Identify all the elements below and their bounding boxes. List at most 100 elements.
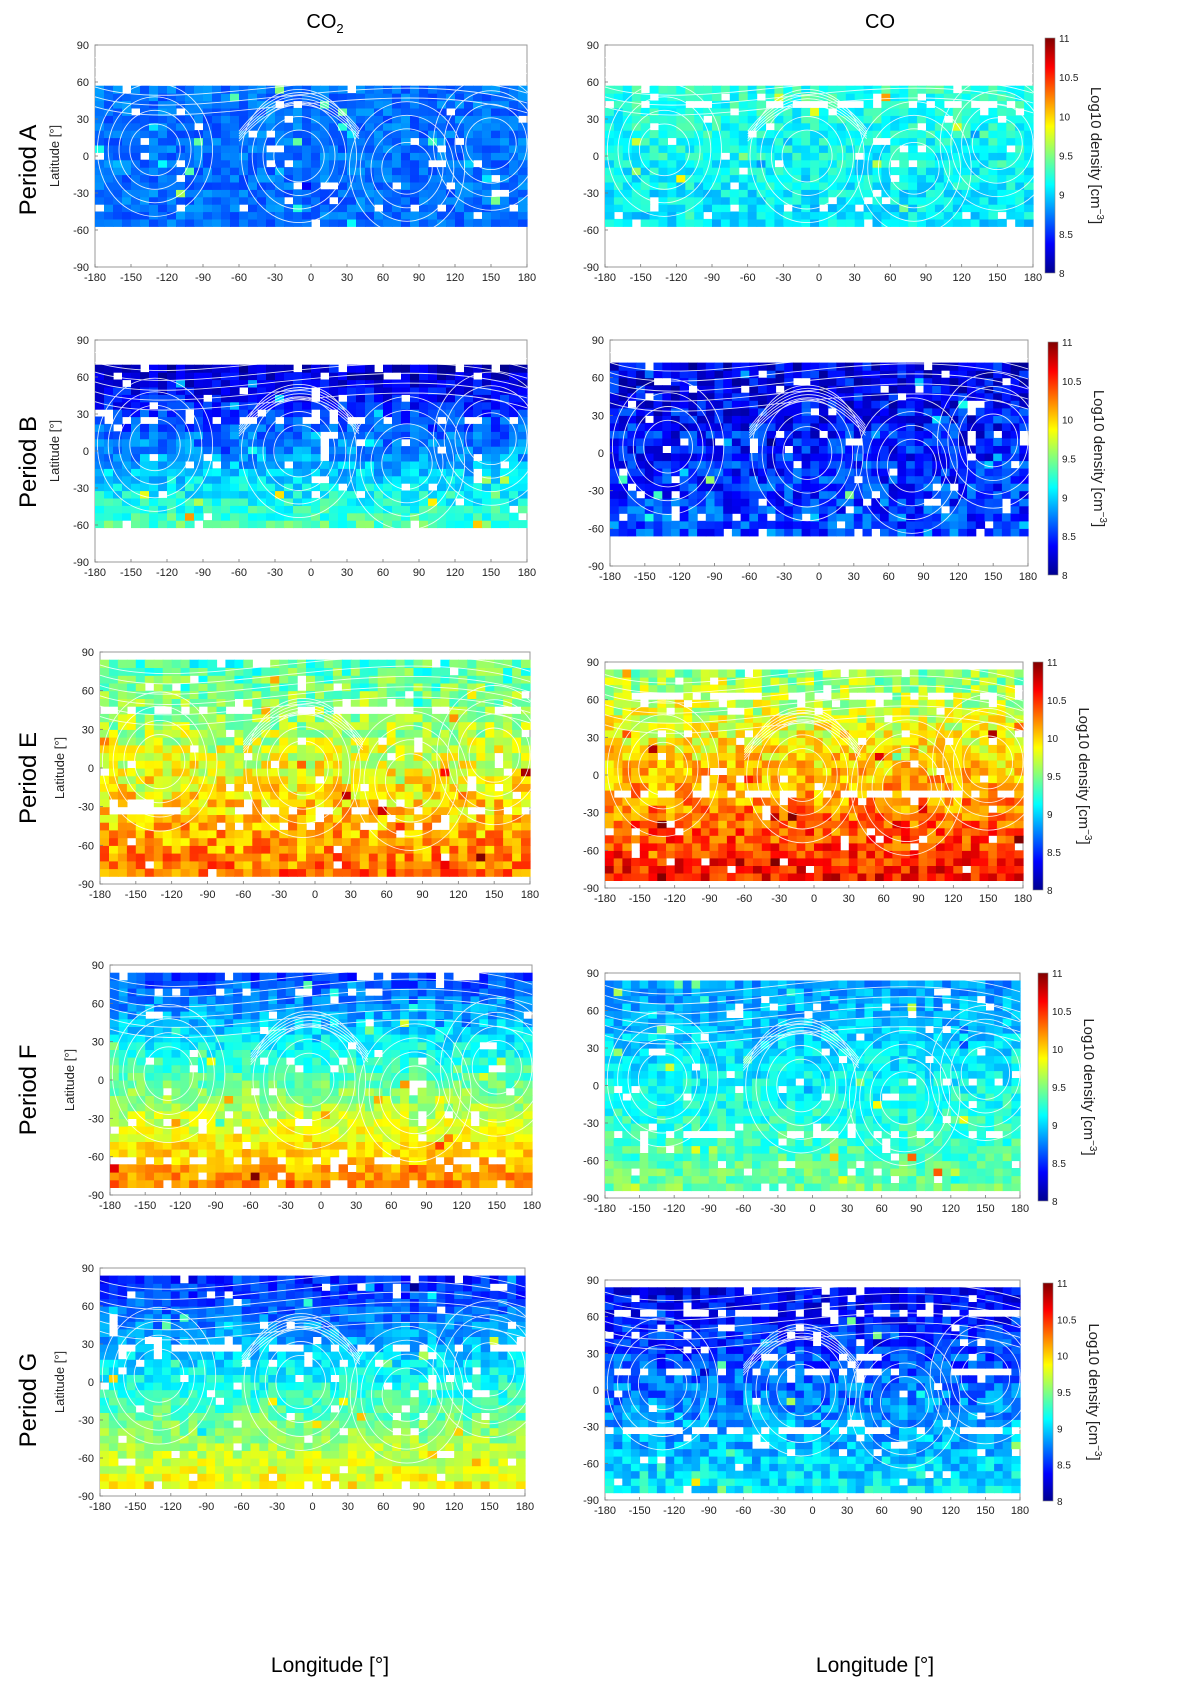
heatmap-cell — [828, 430, 837, 438]
heatmap-cell — [758, 363, 767, 371]
heatmap-cell — [1015, 212, 1024, 220]
heatmap-cell — [935, 167, 945, 175]
heatmap-cell — [248, 498, 258, 506]
heatmap-cell — [645, 453, 654, 461]
heatmap-cell — [732, 363, 741, 371]
y-tick-label: -30 — [73, 483, 89, 495]
heatmap-cell — [697, 370, 706, 378]
heatmap-cell — [715, 528, 724, 536]
heatmap-cell — [819, 528, 828, 536]
heatmap-cell — [688, 521, 697, 529]
heatmap-cell — [401, 446, 411, 454]
heatmap-cell — [158, 394, 168, 402]
heatmap-cell — [906, 468, 915, 476]
heatmap-cell — [715, 513, 724, 521]
heatmap-cell — [732, 506, 741, 514]
heatmap-cell — [266, 424, 276, 432]
heatmap-cell — [521, 861, 531, 869]
heatmap-cell — [208, 845, 218, 853]
heatmap-cell — [723, 461, 732, 469]
heatmap-cell — [897, 438, 906, 446]
heatmap-cell — [749, 513, 758, 521]
heatmap-cell — [890, 204, 900, 212]
heatmap-cell — [356, 138, 366, 146]
heatmap-cell — [971, 219, 981, 227]
heatmap-cell — [641, 167, 651, 175]
heatmap-cell — [941, 385, 950, 393]
heatmap-cell — [521, 753, 531, 761]
heatmap-cell — [329, 123, 339, 131]
heatmap-cell — [360, 869, 370, 877]
heatmap-cell — [1019, 513, 1028, 521]
heatmap-cell — [243, 814, 253, 822]
heatmap-cell — [971, 108, 981, 116]
heatmap-cell — [627, 446, 636, 454]
heatmap-cell — [500, 212, 510, 220]
heatmap-cell — [712, 182, 722, 190]
heatmap-cell — [521, 822, 531, 830]
heatmap-cell — [482, 402, 492, 410]
heatmap-cell — [455, 387, 465, 395]
heatmap-cell — [410, 417, 420, 425]
heatmap-cell — [387, 784, 397, 792]
heatmap-cell — [410, 93, 420, 101]
heatmap-cell — [623, 204, 633, 212]
heatmap-cell — [863, 446, 872, 454]
heatmap-cell — [104, 219, 114, 227]
heatmap-cell — [347, 505, 357, 513]
heatmap-cell — [766, 130, 776, 138]
heatmap-cell — [365, 417, 375, 425]
heatmap-cell — [521, 853, 531, 861]
heatmap-cell — [774, 212, 784, 220]
heatmap-cell — [1002, 483, 1011, 491]
heatmap-cell — [419, 182, 429, 190]
heatmap-cell — [333, 737, 343, 745]
heatmap-cell — [985, 370, 994, 378]
heatmap-cell — [145, 760, 155, 768]
heatmap-cell — [158, 189, 168, 197]
heatmap-cell — [997, 123, 1007, 131]
heatmap-cell — [721, 123, 731, 131]
heatmap-cell — [464, 491, 474, 499]
heatmap-cell — [212, 372, 222, 380]
heatmap-cell — [176, 439, 186, 447]
heatmap-cell — [185, 505, 195, 513]
x-tick-label: 90 — [917, 571, 929, 583]
heatmap-cell — [149, 204, 159, 212]
heatmap-cell — [723, 491, 732, 499]
heatmap-cell — [392, 409, 402, 417]
x-tick-label: -120 — [156, 567, 178, 579]
heatmap-cell — [378, 822, 388, 830]
heatmap-cell — [889, 385, 898, 393]
heatmap-cell — [650, 130, 660, 138]
heatmap-cell — [645, 408, 654, 416]
heatmap-cell — [623, 138, 633, 146]
x-tick-label: -120 — [665, 272, 687, 284]
heatmap-cell — [293, 372, 303, 380]
heatmap-cell — [917, 130, 927, 138]
heatmap-cell — [199, 853, 209, 861]
y-tick-label: -60 — [583, 225, 599, 237]
heatmap-cell — [293, 513, 303, 521]
heatmap-cell — [749, 483, 758, 491]
heatmap-cell — [100, 814, 110, 822]
heatmap-cell — [944, 93, 954, 101]
heatmap-cell — [122, 115, 132, 123]
heatmap-cell — [614, 197, 624, 205]
heatmap-cell — [500, 409, 510, 417]
y-tick-label: 30 — [587, 114, 599, 126]
heatmap-cell — [688, 370, 697, 378]
heatmap-cell — [757, 101, 767, 109]
heatmap-cell — [149, 476, 159, 484]
heatmap-cell — [721, 219, 731, 227]
heatmap-cell — [619, 528, 628, 536]
heatmap-cell — [347, 219, 357, 227]
heatmap-cell — [473, 513, 483, 521]
heatmap-cell — [365, 394, 375, 402]
heatmap-cell — [252, 791, 262, 799]
heatmap-cell — [203, 446, 213, 454]
heatmap-cell — [396, 853, 406, 861]
heatmap-cell — [351, 869, 361, 877]
heatmap-cell — [239, 219, 249, 227]
